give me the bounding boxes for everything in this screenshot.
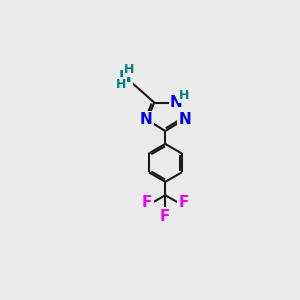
Text: F: F (178, 195, 189, 210)
Text: H: H (116, 78, 126, 91)
Text: F: F (142, 195, 152, 210)
Text: H: H (178, 88, 189, 102)
Text: N: N (178, 112, 191, 128)
Text: N: N (140, 112, 152, 128)
Text: H: H (124, 63, 135, 76)
Text: N: N (118, 70, 131, 85)
Text: N: N (170, 95, 183, 110)
Text: F: F (160, 208, 170, 224)
